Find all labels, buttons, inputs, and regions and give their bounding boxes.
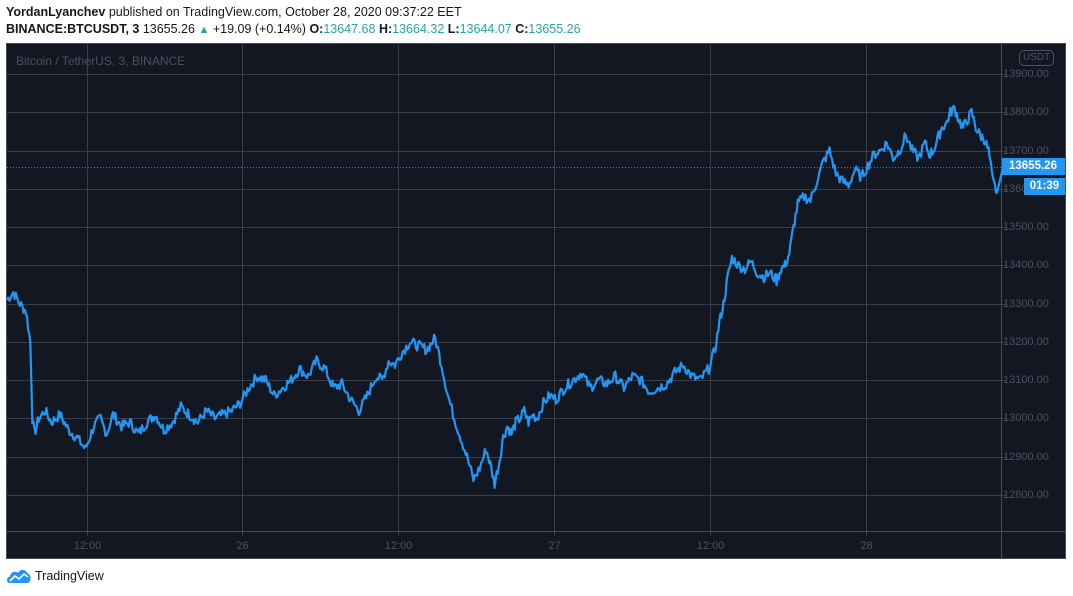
author-name[interactable]: YordanLyanchev <box>6 5 106 19</box>
price-line <box>7 104 1005 489</box>
price-tick-label: 12900.00 <box>1003 450 1049 463</box>
price-tick-label: 13800.00 <box>1003 105 1049 118</box>
time-tick-label: 12:00 <box>384 540 413 552</box>
price-tick-label: 12800.00 <box>1003 488 1049 501</box>
change-text: +19.09 (+0.14%) <box>212 22 306 36</box>
open-label: O: <box>309 22 324 36</box>
chart-pane[interactable]: Bitcoin / TetherUS, 3, BINANCE USDT 1390… <box>6 43 1066 559</box>
time-tick-label: 28 <box>860 540 873 552</box>
symbol-line: BINANCE:BTCUSDT, 3 13655.26 ▲ +19.09 (+0… <box>6 21 581 39</box>
price-plot[interactable] <box>7 44 1066 559</box>
last-price-label: 13655.26 <box>1002 158 1065 175</box>
price-tick-label: 13500.00 <box>1003 220 1049 233</box>
up-arrow-icon: ▲ <box>198 24 210 36</box>
low-label: L: <box>447 22 460 36</box>
tradingview-brand: TradingView <box>35 569 104 583</box>
publish-line: YordanLyanchev published on TradingView.… <box>6 4 581 21</box>
close-value: 13655.26 <box>528 22 581 36</box>
open-value: 13647.68 <box>323 22 376 36</box>
price-tick-label: 13400.00 <box>1003 258 1049 271</box>
price-tick-label: 13700.00 <box>1003 144 1049 157</box>
time-tick-label: 12:00 <box>73 540 102 552</box>
high-label: H: <box>378 22 393 36</box>
time-tick-label: 12:00 <box>696 540 725 552</box>
time-tick-label: 26 <box>236 540 249 552</box>
symbol-label: BINANCE:BTCUSDT, 3 <box>6 22 140 36</box>
time-tick-label: 27 <box>548 540 561 552</box>
high-value: 13664.32 <box>392 22 445 36</box>
chart-watermark: Bitcoin / TetherUS, 3, BINANCE <box>16 54 186 68</box>
close-label: C: <box>515 22 529 36</box>
price-tick-label: 13100.00 <box>1003 373 1049 386</box>
publish-header: YordanLyanchev published on TradingView.… <box>6 4 581 39</box>
price-tick-label: 13000.00 <box>1003 411 1049 424</box>
low-value: 13644.07 <box>459 22 512 36</box>
tradingview-cloud-icon <box>7 570 31 583</box>
bar-countdown-label: 01:39 <box>1024 178 1065 195</box>
price-tick-label: 13200.00 <box>1003 335 1049 348</box>
currency-badge[interactable]: USDT <box>1019 50 1055 66</box>
tradingview-logo[interactable]: TradingView <box>6 568 104 584</box>
price-tick-label: 13900.00 <box>1003 67 1049 80</box>
price-tick-label: 13300.00 <box>1003 297 1049 310</box>
last-price-text: 13655.26 <box>142 22 195 36</box>
published-text: published on TradingView.com, October 28… <box>108 5 462 19</box>
